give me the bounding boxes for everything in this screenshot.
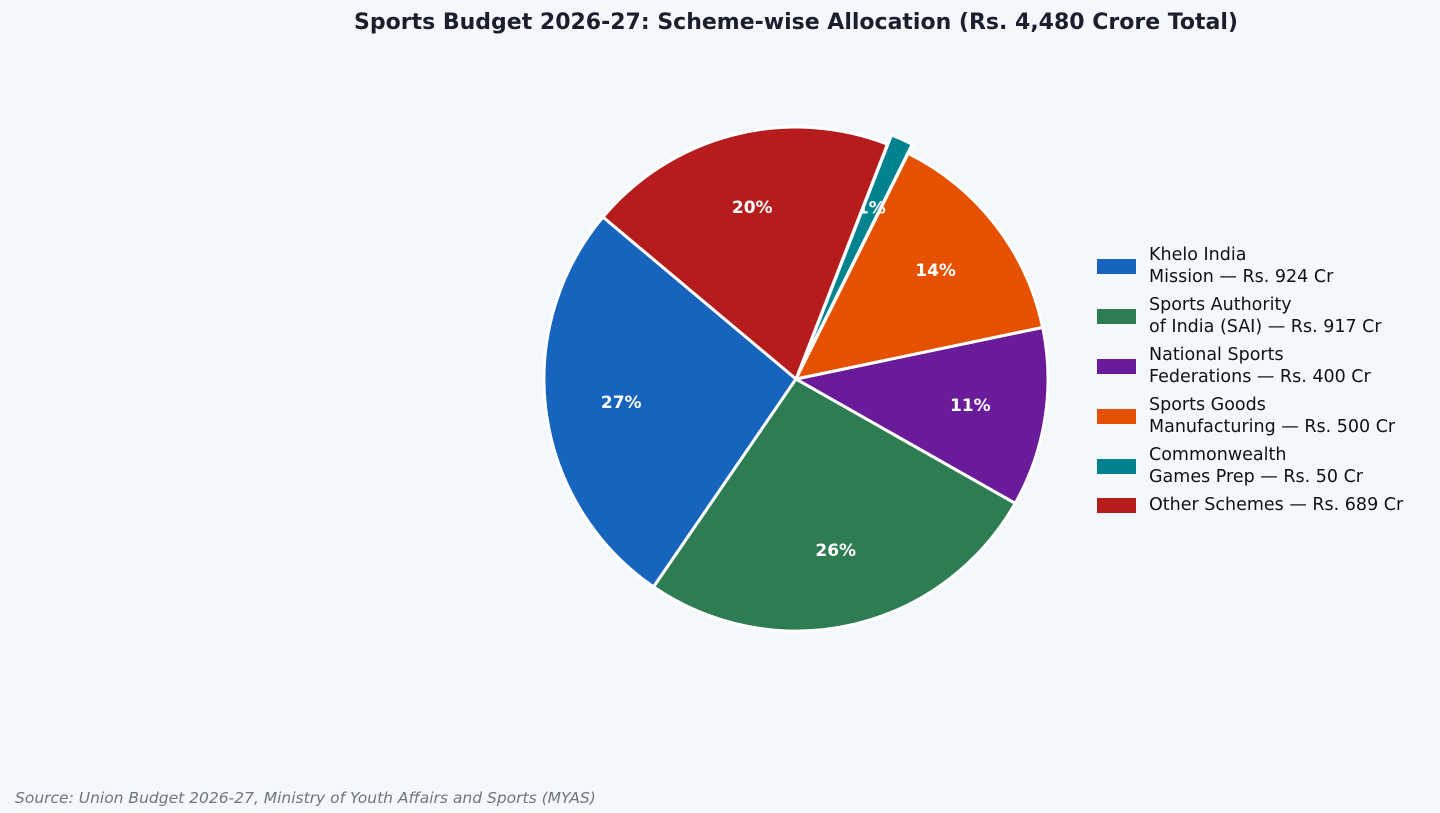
pie-slice-sports-authority [652, 377, 1017, 633]
legend-swatch [1097, 359, 1136, 374]
legend: Khelo India Mission — Rs. 924 Cr Sports Au… [1097, 245, 1403, 524]
legend-label: Sports Authority of India (SAI) — Rs. 917… [1149, 295, 1382, 337]
legend-item: Other Schemes — Rs. 689 Cr [1097, 495, 1403, 517]
legend-item: Khelo India Mission — Rs. 924 Cr [1097, 245, 1403, 288]
pie-slice-national-sports [794, 325, 1050, 505]
pie-slice-other-schemes-rs-689-cr [601, 125, 889, 381]
pie-pct-label: 14% [915, 261, 956, 281]
legend-swatch [1097, 409, 1136, 424]
legend-item: Sports Goods Manufacturing — Rs. 500 Cr [1097, 395, 1403, 438]
legend-label: National Sports Federations — Rs. 400 Cr [1149, 345, 1371, 387]
pie-slice-commonwealth [798, 133, 914, 372]
pie-pct-label: 27% [601, 393, 642, 413]
pie-pct-label: 11% [950, 396, 991, 416]
chart-title: Sports Budget 2026-27: Scheme-wise Alloc… [354, 10, 1238, 35]
pie-pct-label: 20% [732, 198, 773, 218]
source-note: Source: Union Budget 2026-27, Ministry o… [15, 789, 596, 807]
legend-item: Sports Authority of India (SAI) — Rs. 917… [1097, 295, 1403, 338]
legend-swatch [1097, 498, 1136, 514]
legend-label: Other Schemes — Rs. 689 Cr [1149, 495, 1404, 515]
pie-slice-sports-goods [794, 151, 1045, 381]
legend-item: Commonwealth Games Prep — Rs. 50 Cr [1097, 445, 1403, 488]
legend-item: National Sports Federations — Rs. 400 Cr [1097, 345, 1403, 388]
pie-slice-khelo-india [542, 215, 798, 589]
legend-label: Commonwealth Games Prep — Rs. 50 Cr [1149, 445, 1363, 487]
legend-swatch [1097, 459, 1136, 474]
pie-pct-label: 26% [815, 541, 856, 561]
legend-swatch [1097, 309, 1136, 324]
legend-swatch [1097, 259, 1136, 274]
legend-label: Sports Goods Manufacturing — Rs. 500 Cr [1149, 395, 1396, 437]
legend-label: Khelo India Mission — Rs. 924 Cr [1149, 245, 1334, 287]
